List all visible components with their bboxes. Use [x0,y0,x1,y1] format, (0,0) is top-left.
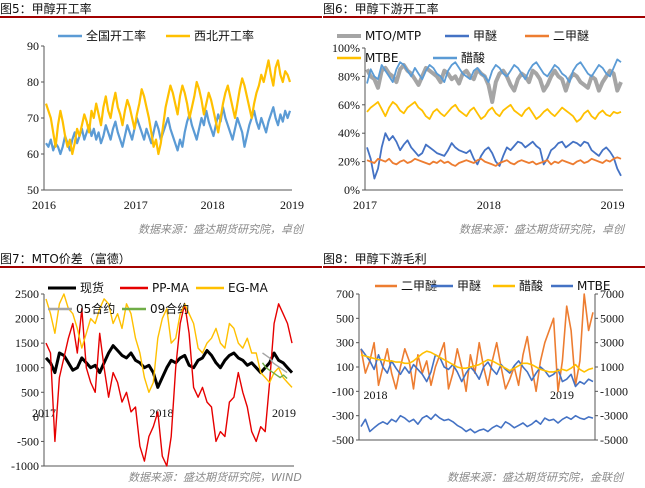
series-line-1 [360,293,594,393]
y-tick-label: 100 [336,360,354,374]
series-line-5 [366,58,622,84]
legend-label: 甲醚 [457,279,481,293]
y-tick-label: 0 [33,410,39,424]
y-tick-label: -1000 [11,459,39,473]
series-line-1 [45,106,292,156]
legend-label: 醋酸 [461,50,485,65]
series-line-2 [45,303,293,467]
y-tick-label: 60 [27,147,39,161]
legend-label: 现货 [80,280,104,295]
chart-panel-3: 图7：MTO价差（富德） -1000 -500 0 500 1000 1500 2000 25… [0,250,322,488]
x-tick-label: 2019 [280,198,304,212]
series-line-4 [360,413,594,434]
series-line-4 [262,352,288,374]
legend-label: 二甲醚 [553,29,589,43]
legend-label: 西北开工率 [194,28,254,43]
legend-label: MTBE [577,279,611,293]
y-tick-label: 500 [21,385,39,399]
y-tick-label: 20% [338,155,360,169]
legend-label: PP-MA [152,281,190,295]
x-tick-label: 2018 [201,198,225,212]
y-tick-label: 2500 [15,287,39,301]
y-tick-label: 80% [338,69,360,83]
y-tick-label: -500 [332,433,354,447]
series-line-2 [44,59,292,156]
chart-svg: -1000 -500 0 500 1000 1500 2000 2500 2017 2018 201… [11,280,296,473]
x-tick-label: 2019 [550,388,574,402]
x-tick-label: 2018 [477,198,501,212]
series-line-3 [366,156,622,167]
y-tick-label: 90 [27,39,39,53]
chart-title: 图8：甲醇下游毛利 [323,252,427,266]
y-tick-label: 100% [332,41,360,55]
y2-tick-label: -5000 [600,433,628,447]
y2-tick-label: 3000 [600,336,624,350]
series-line-2 [360,348,594,388]
chart-title: 图6：甲醇下游开工率 [323,2,439,16]
chart-title: 图7：MTO价差（富德） [0,252,131,266]
title-divider [323,266,645,268]
x-tick-label: 2017 [353,198,377,212]
y-tick-label: 60% [338,98,360,112]
x-tick-label: 2019 [272,406,296,420]
x-tick-label: 2019 [601,198,625,212]
legend-label: 09合约 [150,301,189,316]
y-tick-label: 2000 [15,312,39,326]
source-note: 数据来源：盛达期货研究院，卓创 [138,223,303,236]
x-tick-label: 2017 [32,406,56,420]
legend-label: MTBE [365,51,399,65]
title-divider [0,266,322,268]
y2-tick-label: -1000 [600,384,628,398]
legend-label: 甲醚 [473,29,497,43]
y-tick-label: 70 [27,111,39,125]
y-tick-label: 50 [27,183,39,197]
y-tick-label: 1000 [15,361,39,375]
legend-label: 全国开工率 [86,28,146,43]
legend-label: 醋酸 [519,278,543,293]
y2-tick-label: 7000 [600,287,624,301]
x-tick-label: 2016 [32,198,56,212]
source-note: 数据来源：盛达期货研究院，WIND [128,471,302,484]
x-tick-label: 2018 [364,388,388,402]
legend-label: 05合约 [76,301,115,316]
series-line-3 [45,293,293,394]
y-tick-label: -300 [332,409,354,423]
chart-svg: -500 -300 -100 100 300 500 700 -5000 -3000 -1000 1… [332,278,628,447]
y-tick-label: 0% [344,183,360,197]
chart-svg: 50 60 70 80 90 2016 2017 2018 2019 全国开工率 西北开工率 [27,28,304,212]
y-tick-label: 80 [27,75,39,89]
title-divider [0,16,322,18]
x-tick-label: 2017 [124,198,148,212]
series-line-1 [44,344,294,389]
y-tick-label: 700 [336,287,354,301]
y2-tick-label: -3000 [600,409,628,423]
chart-panel-4: 图8：甲醇下游毛利 -500 -300 -100 100 300 500 700 -5000-… [323,250,645,488]
series-line-1 [365,63,623,104]
chart-panel-2: 图6：甲醇下游开工率 0% 20% 40% 60% 80% 100% 2017 2018 201… [323,0,645,244]
series-line-2 [366,132,622,180]
source-note: 数据来源：盛达期货研究院，金联创 [447,471,623,484]
y-tick-label: -500 [17,434,39,448]
series-line-3 [360,350,594,373]
y-tick-label: 500 [336,311,354,325]
chart-svg: 0% 20% 40% 60% 80% 100% 2017 2018 2019 MTO/MTP 甲醚 二… [332,29,625,212]
title-divider [323,16,645,18]
y-tick-label: 40% [338,126,360,140]
chart-panel-1: 图5：甲醇开工率 50 60 70 80 90 2016 2017 2018 2019 全国开工率… [0,0,322,244]
source-note: 数据来源：盛达期货研究院，卓创 [459,223,624,236]
y2-tick-label: 1000 [600,360,624,374]
y-tick-label: 1500 [15,336,39,350]
legend-label: EG-MA [228,281,269,295]
series-line-5 [261,362,288,380]
x-tick-label: 2018 [150,406,174,420]
chart-title: 图5：甲醇开工率 [0,2,92,16]
legend-label: MTO/MTP [365,29,421,43]
y-tick-label: 300 [336,336,354,350]
y2-tick-label: 5000 [600,311,624,325]
legend-label: 二甲醚 [401,279,437,293]
y-tick-label: -100 [332,384,354,398]
series-line-4 [366,101,622,123]
